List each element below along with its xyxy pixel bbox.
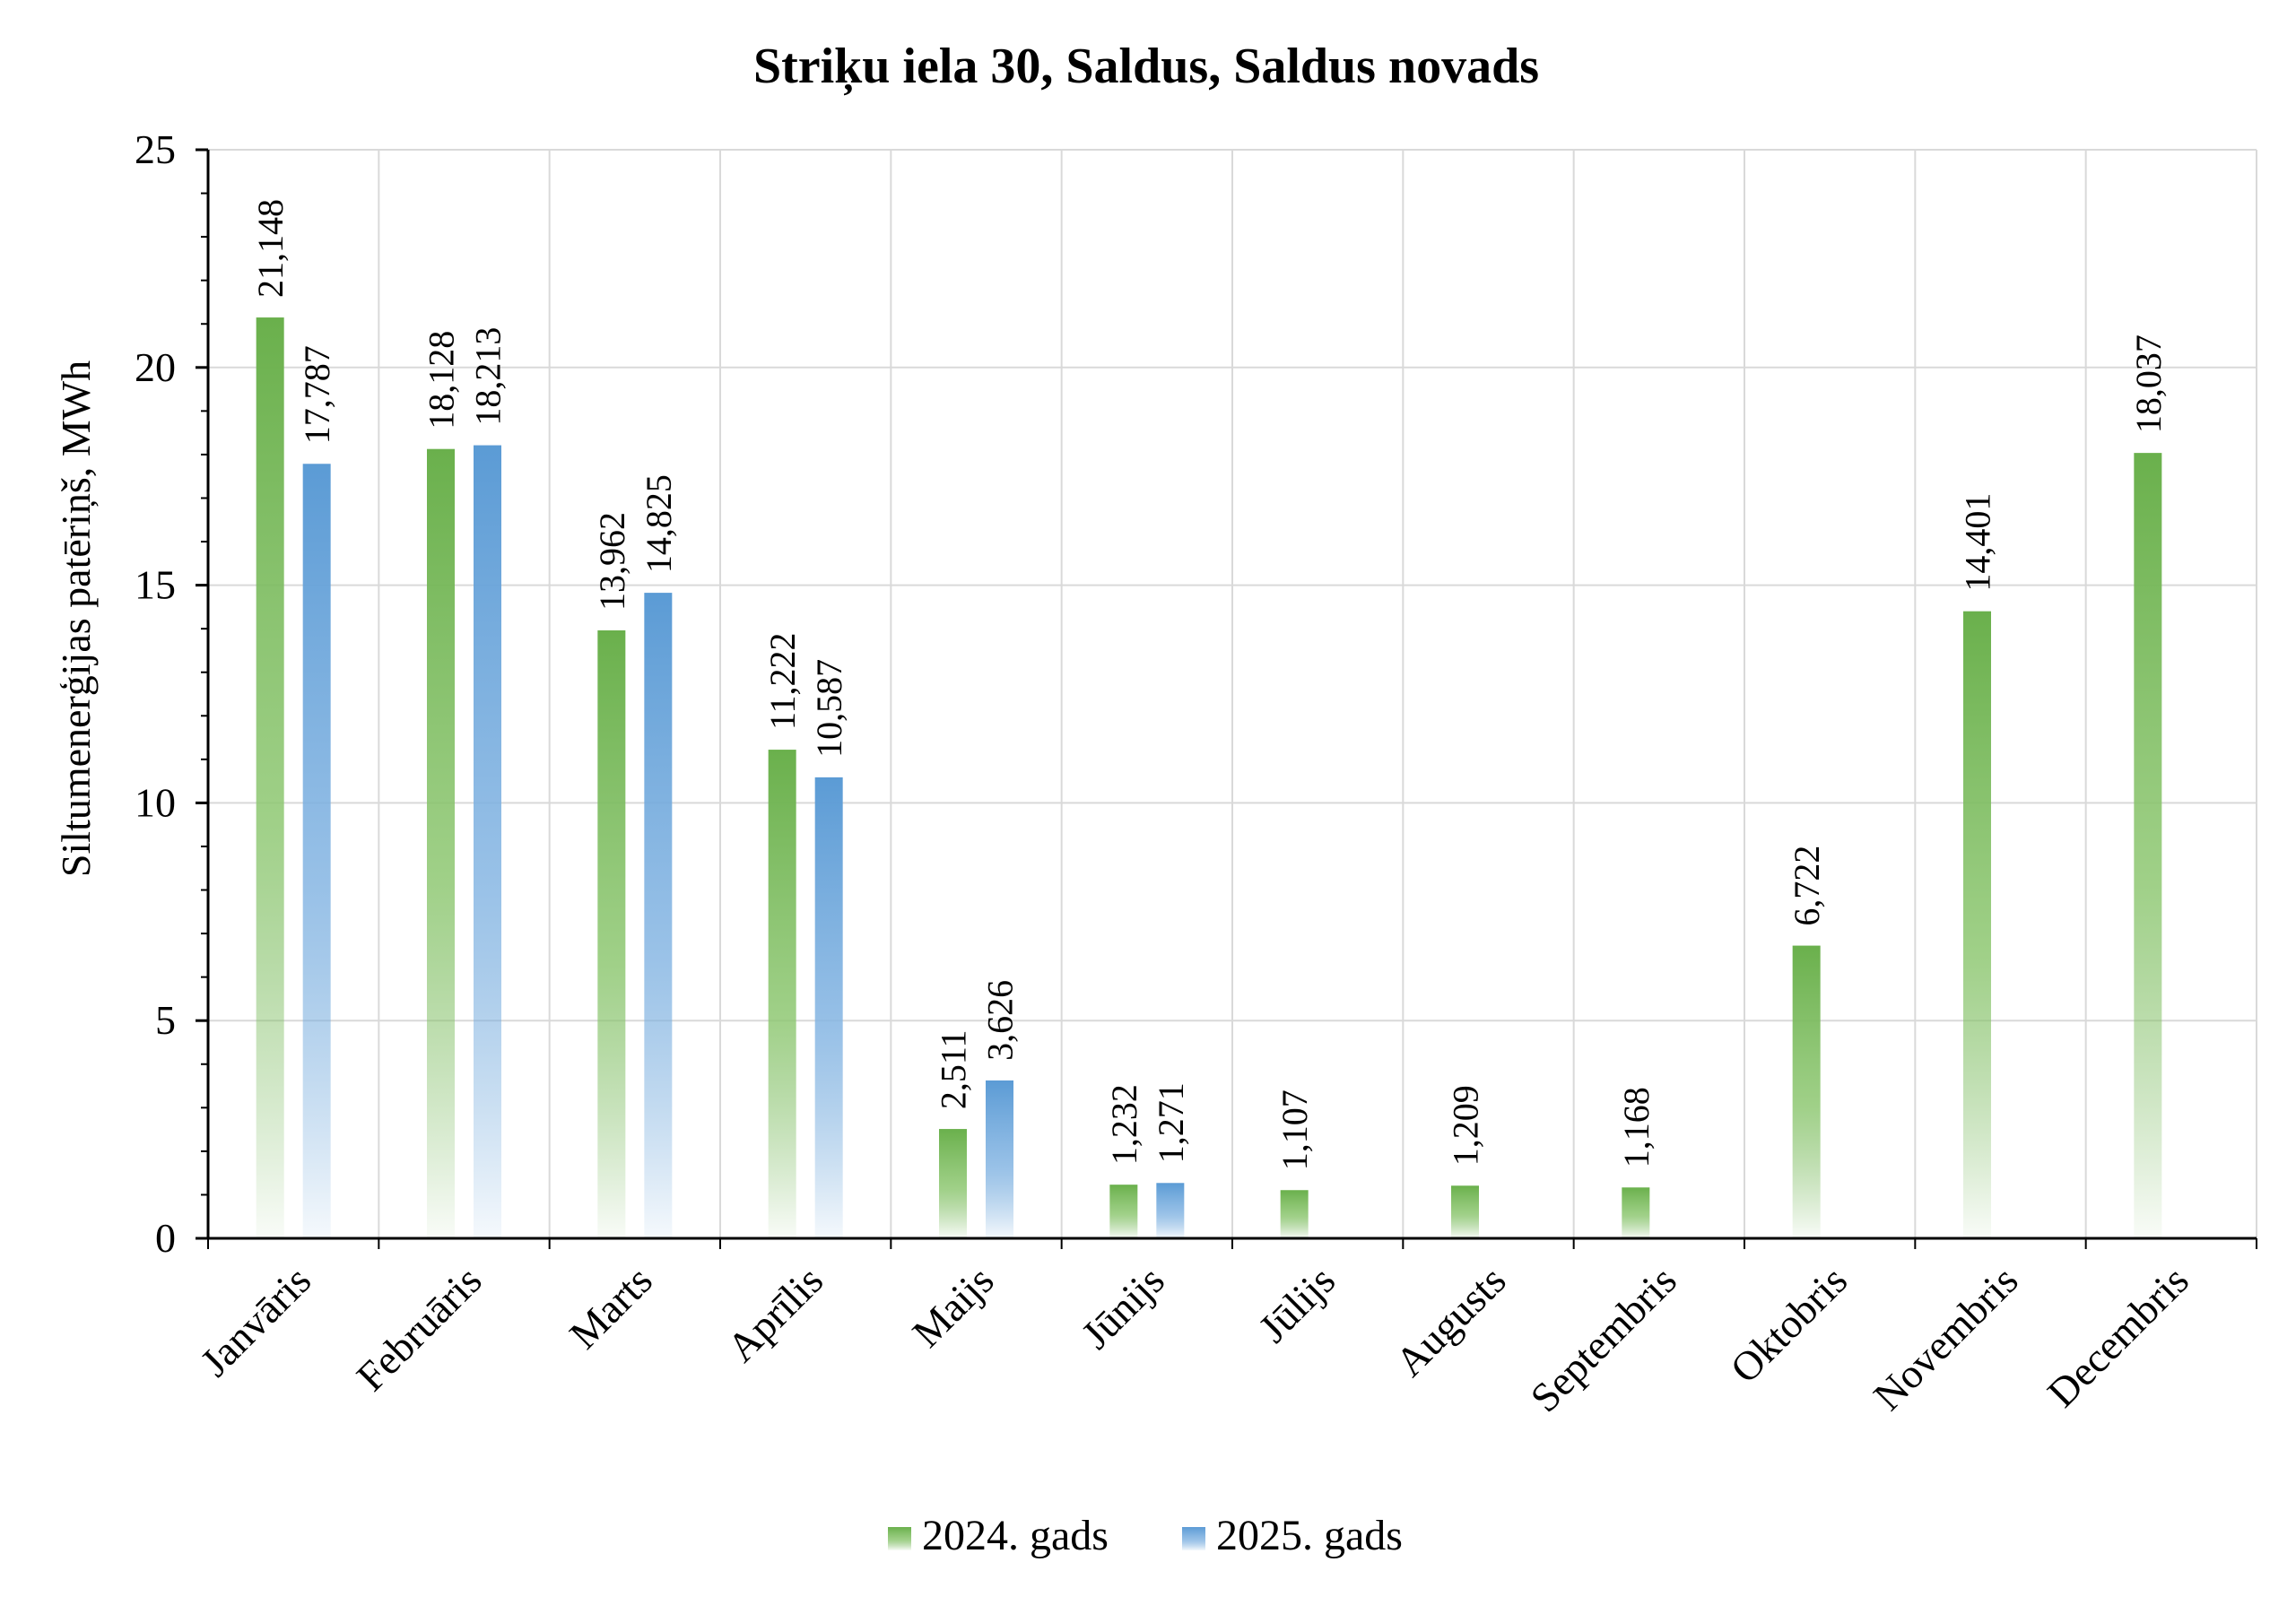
legend-swatch-2025 — [1182, 1527, 1205, 1550]
legend-swatch-2024 — [888, 1527, 911, 1550]
bar-2024 — [1109, 1185, 1138, 1238]
data-label: 2,511 — [934, 1030, 974, 1110]
bars-layer: 21,148 18,128 13,962 11,222 2,511 1,232 1,107 1… — [250, 199, 2169, 1239]
data-label: 18,213 — [468, 327, 509, 426]
data-label: 17,787 — [297, 345, 337, 444]
bar-2024 — [256, 317, 284, 1239]
bar-2025 — [302, 464, 331, 1238]
x-tick-label: Jūlijs — [1249, 1257, 1344, 1351]
y-tick-label: 0 — [155, 1215, 176, 1261]
bar-2024 — [427, 448, 455, 1238]
bar-2025 — [644, 593, 673, 1238]
y-tick-label: 25 — [135, 126, 176, 172]
data-label: 18,128 — [422, 331, 462, 430]
y-tick-label: 10 — [135, 779, 176, 825]
x-tick-label: Maijs — [903, 1257, 1002, 1356]
bar-2024 — [768, 750, 796, 1238]
bar-2024 — [1451, 1185, 1479, 1238]
x-tick-label: Novembris — [1865, 1257, 2027, 1419]
x-tick-label: Oktobris — [1721, 1257, 1856, 1392]
data-label: 18,037 — [2128, 334, 2169, 433]
data-label: 11,222 — [762, 633, 803, 731]
y-tick-label: 20 — [135, 344, 176, 390]
bar-2024 — [1963, 611, 1991, 1238]
legend-label-2024: 2024. gads — [922, 1512, 1109, 1559]
bar-2025 — [1156, 1183, 1185, 1238]
bar-2024 — [1280, 1190, 1309, 1238]
data-label: 14,401 — [1958, 493, 1998, 592]
bar-2024 — [2134, 453, 2162, 1238]
x-tick-label: Decembris — [2039, 1257, 2197, 1416]
bar-2025 — [474, 445, 501, 1238]
legend: 2024. gads 2025. gads — [888, 1512, 1403, 1559]
x-tick-label: Februāris — [348, 1257, 491, 1400]
bar-2024 — [1792, 945, 1821, 1238]
y-tick-label: 5 — [155, 997, 176, 1043]
bar-2025 — [986, 1080, 1013, 1238]
data-label: 1,271 — [1151, 1082, 1191, 1163]
data-label: 3,626 — [980, 980, 1021, 1061]
x-tick-label: Janvāris — [192, 1257, 320, 1385]
data-label: 1,168 — [1616, 1087, 1657, 1167]
x-tick-label: Marts — [561, 1257, 661, 1358]
data-label: 1,209 — [1446, 1085, 1486, 1166]
x-tick-label: Septembris — [1521, 1257, 1684, 1420]
legend-label-2025: 2025. gads — [1216, 1512, 1403, 1559]
bar-2024 — [597, 630, 626, 1238]
bar-2025 — [814, 777, 843, 1238]
data-label: 10,587 — [809, 659, 849, 758]
data-label: 1,232 — [1104, 1084, 1144, 1165]
bar-2024 — [939, 1129, 967, 1238]
chart-title: Striķu iela 30, Saldus, Saldus novads — [753, 39, 1539, 96]
y-tick-label: 15 — [135, 562, 176, 608]
y-axis-label: Siltumenerģijas patēriņš, MWh — [53, 360, 99, 877]
data-label: 13,962 — [592, 512, 632, 611]
data-label: 1,107 — [1274, 1089, 1315, 1170]
data-label: 6,722 — [1787, 846, 1827, 926]
x-tick-label: Aprīlis — [718, 1257, 831, 1370]
x-tick-label: Augusts — [1387, 1257, 1515, 1385]
data-label: 14,825 — [639, 474, 679, 573]
bar-2024 — [1622, 1187, 1650, 1238]
x-tick-label: Jūnijs — [1073, 1257, 1173, 1358]
data-label: 21,148 — [250, 199, 291, 298]
grid-layer — [208, 149, 2257, 1238]
